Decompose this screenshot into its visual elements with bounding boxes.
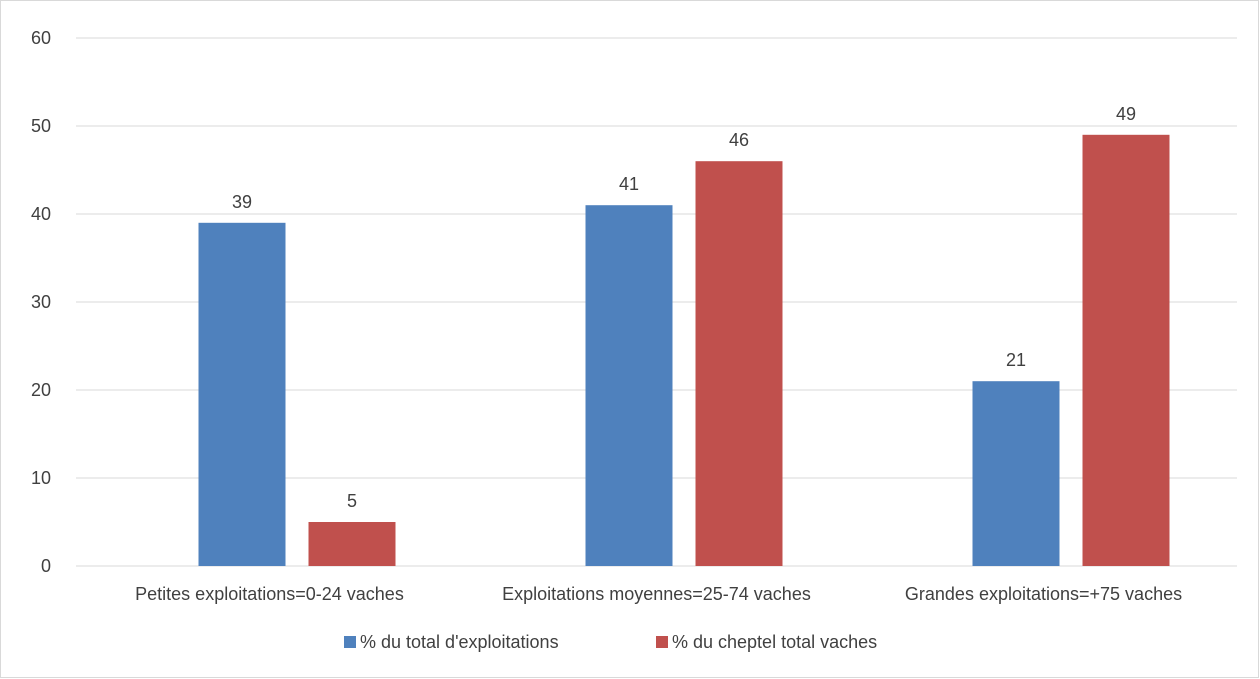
data-label: 46 bbox=[729, 130, 749, 150]
y-tick-label: 20 bbox=[31, 380, 51, 400]
data-label: 21 bbox=[1006, 350, 1026, 370]
legend-swatch bbox=[656, 636, 668, 648]
bar bbox=[585, 205, 673, 566]
bar bbox=[198, 222, 286, 567]
legend: % du total d'exploitations % du cheptel t… bbox=[344, 632, 877, 652]
y-tick-label: 30 bbox=[31, 292, 51, 312]
data-label: 5 bbox=[347, 491, 357, 511]
bars bbox=[198, 134, 1170, 567]
x-axis-categories: Petites exploitations=0-24 vaches Exploit… bbox=[135, 584, 1182, 604]
bar bbox=[1082, 134, 1170, 567]
bar bbox=[308, 522, 396, 566]
data-label: 39 bbox=[232, 192, 252, 212]
y-axis-ticks: 0 10 20 30 40 50 60 bbox=[31, 28, 51, 576]
data-labels: 39 41 21 5 46 49 bbox=[232, 104, 1136, 511]
legend-swatch bbox=[344, 636, 356, 648]
y-tick-label: 50 bbox=[31, 116, 51, 136]
bar bbox=[972, 381, 1060, 566]
y-tick-label: 10 bbox=[31, 468, 51, 488]
legend-label: % du total d'exploitations bbox=[360, 632, 559, 652]
bar bbox=[695, 161, 783, 566]
y-tick-label: 40 bbox=[31, 204, 51, 224]
y-tick-label: 60 bbox=[31, 28, 51, 48]
data-label: 41 bbox=[619, 174, 639, 194]
x-category-label: Grandes exploitations=+75 vaches bbox=[905, 584, 1182, 604]
x-category-label: Petites exploitations=0-24 vaches bbox=[135, 584, 404, 604]
data-label: 49 bbox=[1116, 104, 1136, 124]
legend-label: % du cheptel total vaches bbox=[672, 632, 877, 652]
y-tick-label: 0 bbox=[41, 556, 51, 576]
x-category-label: Exploitations moyennes=25-74 vaches bbox=[502, 584, 811, 604]
